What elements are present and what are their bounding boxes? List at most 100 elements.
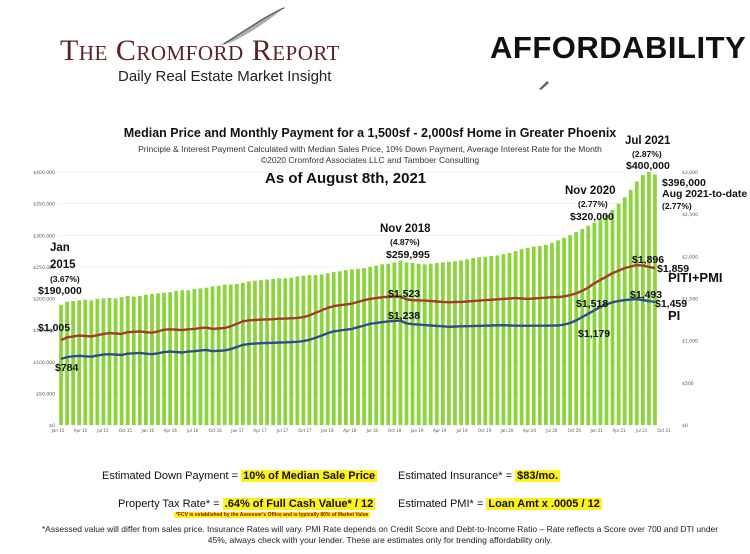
chart-title: Median Price and Monthly Payment for a 1… [123,126,617,140]
insurance-formula: Estimated Insurance* = $83/mo. [398,470,561,482]
price-bar [628,189,633,425]
price-bar [501,254,506,425]
chart-subtitle-2: ©2020 Cromford Associates LLC and Tamboe… [260,155,480,165]
price-bar [422,264,427,425]
price-bar [107,297,112,425]
price-bar [453,261,457,425]
annotation-jan-2015-date: Jan [50,242,70,254]
price-bar [144,294,148,425]
x-axis-tick-label: Jul 16 [186,428,199,433]
price-bar [380,264,385,425]
price-bar [398,260,403,425]
price-bar [616,203,621,425]
annotation-nov-2020-pi: $1,179 [578,328,611,340]
x-axis-tick-label: Jan 16 [141,428,155,433]
x-axis-tick-label: Jul 15 [96,428,109,433]
price-bar [156,293,160,425]
price-bar [198,288,203,425]
price-bar [259,280,263,425]
piti-pmi-line [60,263,656,342]
price-bar [592,222,597,425]
property-tax-value: .64% of Full Cash Value* / 12 [222,498,376,510]
price-bar [374,265,379,425]
left-axis-tick-label: $50,000 [36,391,55,397]
left-axis-tick-label: $350,000 [33,202,55,208]
price-bar [77,300,82,425]
x-axis-tick-label: Apr 20 [523,428,537,433]
x-axis-tick-label: Jul 17 [276,428,289,433]
price-bar [622,197,627,425]
annotation-jul-2021-rate: (2.87%) [632,149,662,159]
price-bar [131,296,136,425]
left-axis-tick-label: $0 [49,423,55,429]
price-bar [228,284,233,425]
x-axis-tick-label: Jan 21 [589,428,603,433]
price-bar [247,281,251,425]
annotation-jan-2015-price: $190,000 [38,285,82,297]
price-bar [356,268,360,425]
price-bar [519,249,524,425]
price-bar [240,282,245,425]
price-bar [119,297,124,425]
insurance-label: Estimated Insurance* = [398,470,516,482]
price-bar [568,235,572,425]
x-axis-tick-label: Oct 15 [119,428,133,433]
x-axis-tick-label: Jul 18 [366,428,379,433]
price-bar [489,256,494,425]
left-axis-tick-label: $250,000 [33,265,55,271]
page-heading: AFFORDABILITY [490,30,747,65]
series-label-pi: PI [668,308,681,323]
price-bar [125,295,130,425]
price-bar [537,246,542,425]
annotation-ytd-rate: (2.77%) [662,201,692,211]
annotation-nov-2018-piti: $1,523 [388,288,421,300]
price-bar [216,285,221,425]
price-bar [634,181,639,425]
x-axis-tick-label: Jul 21 [635,428,648,433]
left-axis-tick-label: $100,000 [33,360,55,366]
right-axis-tick-label: $1,000 [682,339,698,345]
price-bar [150,294,154,425]
x-axis-tick-label: Apr 18 [343,428,357,433]
report-logo: The Cromford Report Daily Real Estate Ma… [60,4,420,90]
price-bar [65,301,69,425]
price-bar [186,290,191,425]
price-bar [113,298,118,425]
price-bar [344,270,348,425]
annotation-nov-2020-piti: $1,518 [576,298,609,310]
annotation-nov-2018-date: Nov 2018 [380,223,431,235]
x-axis-tick-label: Jan 19 [410,428,424,433]
price-bar [647,172,651,425]
price-bar [295,276,300,425]
right-axis-tick-label: $500 [682,381,694,387]
annotation-jan-2015-year: 2015 [50,259,76,271]
price-bar [137,295,142,425]
x-axis-tick-label: Jul 20 [545,428,558,433]
fcv-footnote: *FCV is established by the Assessor's Of… [174,512,371,518]
price-bar [544,244,548,425]
annotation-nov-2018-rate: (4.87%) [390,237,420,247]
pmi-value: Loan Amt x .0005 / 12 [486,498,602,510]
price-bar [404,262,409,425]
price-bar [562,237,566,425]
down-payment-value: 10% of Median Sale Price [241,470,378,482]
annotation-jan-2015-piti: $1,005 [38,322,71,334]
annotation-ytd-pi: $1,459 [655,298,688,310]
pen-cursor-icon [539,81,549,90]
price-bar [350,269,354,425]
price-bar [192,289,197,425]
price-bar [277,278,282,425]
price-bar [253,280,257,425]
series-label-piti: PITI+PMI [668,270,723,285]
as-of-date: As of August 8th, 2021 [265,170,427,187]
annotation-jul-2021-piti: $1,896 [632,254,665,266]
x-axis-tick-label: Oct 20 [568,428,582,433]
x-axis-tick-label: Apr 19 [433,428,447,433]
price-bar [265,279,269,425]
insurance-value: $83/mo. [515,470,561,482]
price-bar [222,284,227,425]
price-bar [162,292,166,425]
price-bar [168,292,172,425]
right-axis-tick-label: $2,500 [682,212,698,218]
